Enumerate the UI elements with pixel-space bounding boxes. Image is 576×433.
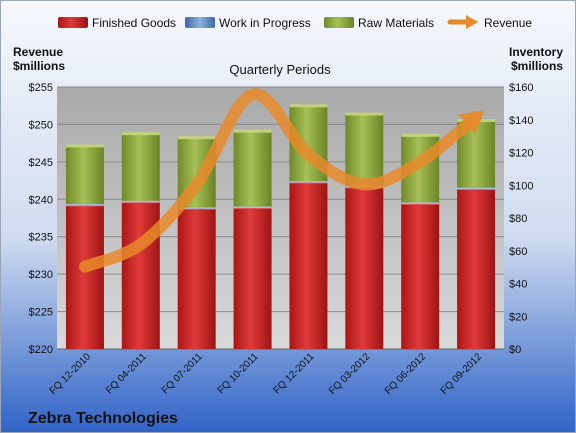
bar-cap-raw-materials bbox=[345, 112, 384, 116]
right-axis-ticks: $0 $20 $40 $60 $80 $100 $120 $140 $160 bbox=[509, 82, 533, 356]
legend-swatch-raw-materials bbox=[324, 17, 354, 28]
right-axis-label-line2: $millions bbox=[511, 59, 563, 73]
right-tick-label: $0 bbox=[509, 344, 521, 356]
right-tick-label: $120 bbox=[509, 148, 533, 160]
bar-raw-materials bbox=[233, 131, 272, 207]
bar-finished-goods bbox=[457, 188, 496, 349]
bar-cap-work-in-progress bbox=[401, 200, 440, 204]
bar-finished-goods bbox=[345, 186, 384, 349]
right-tick-label: $160 bbox=[509, 82, 533, 94]
bar-cap-raw-materials bbox=[65, 144, 104, 148]
bar-raw-materials bbox=[345, 114, 384, 187]
bar-cap-work-in-progress bbox=[457, 186, 496, 190]
left-tick-label: $250 bbox=[29, 119, 53, 131]
bar-raw-materials bbox=[121, 133, 160, 201]
bar-finished-goods bbox=[289, 181, 328, 349]
bar-finished-goods bbox=[121, 201, 160, 349]
right-tick-label: $60 bbox=[509, 246, 527, 258]
right-axis-label-line1: Inventory bbox=[509, 45, 563, 59]
legend: Finished Goods Work in Progress Raw Mate… bbox=[58, 15, 532, 30]
left-tick-label: $245 bbox=[29, 157, 53, 169]
right-tick-label: $100 bbox=[509, 180, 533, 192]
legend-swatch-finished-goods bbox=[58, 17, 88, 28]
legend-arrow-icon bbox=[466, 15, 478, 29]
left-tick-label: $235 bbox=[29, 232, 53, 244]
legend-label-revenue: Revenue bbox=[484, 16, 532, 30]
revenue-line-group bbox=[78, 88, 484, 273]
legend-label-finished-goods: Finished Goods bbox=[92, 16, 176, 30]
left-axis-label-line2: $millions bbox=[13, 59, 65, 73]
bar-cap-work-in-progress bbox=[233, 205, 272, 209]
left-tick-label: $225 bbox=[29, 307, 53, 319]
revenue-arrowhead-icon bbox=[458, 110, 484, 135]
right-tick-label: $140 bbox=[509, 115, 533, 127]
left-axis-ticks: $220 $225 $230 $235 $240 $245 $250 $255 bbox=[29, 82, 53, 356]
left-axis-label-line1: Revenue bbox=[13, 45, 63, 59]
left-tick-label: $230 bbox=[29, 269, 53, 281]
bars bbox=[65, 104, 496, 349]
company-name: Zebra Technologies bbox=[28, 410, 178, 427]
right-tick-label: $20 bbox=[509, 311, 527, 323]
bar-finished-goods bbox=[65, 204, 104, 349]
bar-raw-materials bbox=[65, 145, 104, 205]
bar-cap-raw-materials bbox=[401, 133, 440, 137]
bar-cap-raw-materials bbox=[233, 129, 272, 133]
right-tick-label: $40 bbox=[509, 279, 527, 291]
left-tick-label: $240 bbox=[29, 194, 53, 206]
right-tick-label: $80 bbox=[509, 213, 527, 225]
bar-finished-goods bbox=[233, 207, 272, 349]
legend-label-raw-materials: Raw Materials bbox=[358, 16, 434, 30]
left-tick-label: $255 bbox=[29, 82, 53, 94]
bar-finished-goods bbox=[177, 208, 216, 349]
left-tick-label: $220 bbox=[29, 344, 53, 356]
bar-cap-raw-materials bbox=[177, 136, 216, 140]
bar-cap-raw-materials bbox=[121, 132, 160, 136]
bar-cap-raw-materials bbox=[289, 104, 328, 108]
revenue-line bbox=[78, 88, 483, 273]
chart-title: Quarterly Periods bbox=[229, 62, 331, 77]
legend-swatch-work-in-progress bbox=[185, 17, 215, 28]
legend-label-work-in-progress: Work in Progress bbox=[219, 16, 311, 30]
bar-finished-goods bbox=[401, 203, 440, 349]
bar-cap-work-in-progress bbox=[65, 202, 104, 206]
